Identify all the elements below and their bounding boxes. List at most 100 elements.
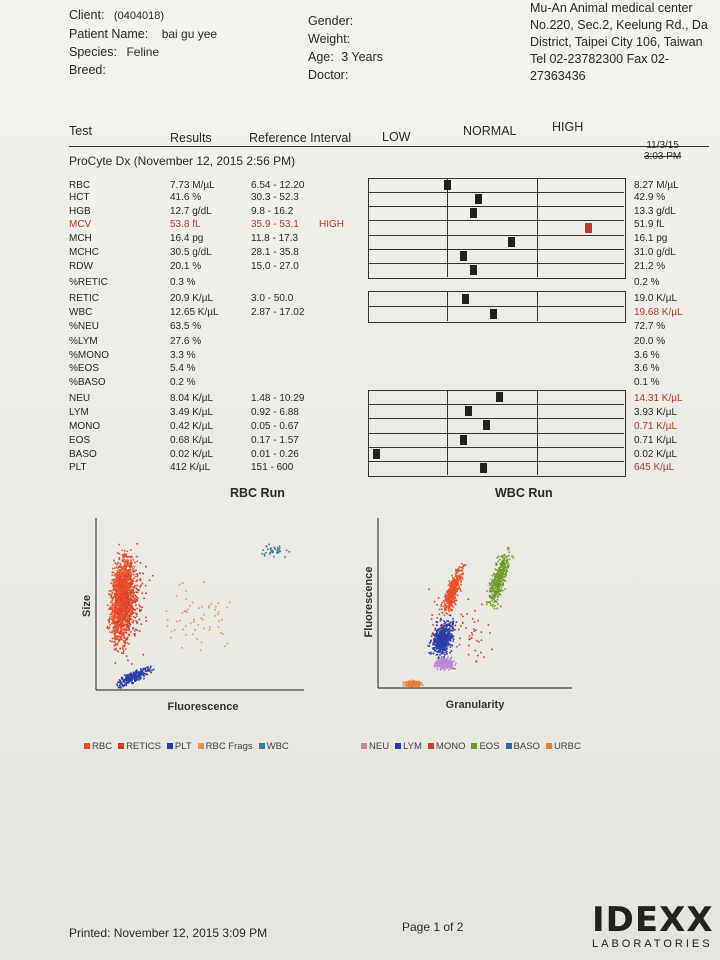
age-field: Age: 3 Years bbox=[308, 50, 383, 64]
result-value: 53.8 fL bbox=[170, 219, 201, 230]
gauge-marker-lym bbox=[464, 406, 472, 417]
legend-swatch bbox=[427, 743, 434, 750]
prior-result: 72.7 % bbox=[634, 321, 666, 332]
result-value: 0.3 % bbox=[170, 277, 196, 288]
test-name: %EOS bbox=[69, 363, 100, 374]
test-name: WBC bbox=[69, 307, 93, 318]
test-name: PLT bbox=[69, 462, 87, 473]
age-label: Age: bbox=[308, 50, 334, 64]
prior-result: 19.0 K/µL bbox=[634, 293, 678, 304]
prior-result: 14.31 K/µL bbox=[634, 393, 683, 404]
table-row: EOS 0.68 K/µL 0.17 - 1.57 0.71 K/µL bbox=[0, 435, 720, 447]
gauge-box-rbc bbox=[368, 178, 626, 279]
gauge-row-line bbox=[368, 192, 624, 194]
clinic-fax: 27363436 bbox=[530, 69, 586, 83]
reference-interval: 30.3 - 52.3 bbox=[251, 192, 299, 203]
prior-result: 51.9 fL bbox=[634, 219, 665, 230]
gauge-marker-rbc bbox=[444, 180, 452, 191]
gender-label: Gender: bbox=[308, 14, 354, 28]
table-row: PLT 412 K/µL 151 - 600 645 K/µL bbox=[0, 462, 720, 474]
prior-result: 0.71 K/µL bbox=[634, 421, 678, 432]
result-value: 27.6 % bbox=[170, 336, 202, 347]
gauge-marker-mcv bbox=[585, 222, 593, 233]
wbc-scatter-plot: Fluorescence Granularity bbox=[363, 518, 572, 711]
patient-name-value: bai gu yee bbox=[161, 27, 218, 41]
urbc-cluster bbox=[402, 679, 424, 688]
table-row: WBC 12.65 K/µL 2.87 - 17.02 19.68 K/µL bbox=[0, 307, 720, 319]
gauge-marker-neu bbox=[495, 392, 503, 403]
clinic-address-line: No.220, Sec.2, Keelung Rd., Da bbox=[530, 18, 708, 32]
test-name: LYM bbox=[69, 407, 89, 418]
result-value: 0.2 % bbox=[170, 377, 196, 388]
client-label: Client: bbox=[69, 8, 105, 22]
client-value: (0404018) bbox=[113, 10, 165, 22]
table-row: NEU 8.04 K/µL 1.48 - 10.29 14.31 K/µL bbox=[0, 393, 720, 405]
rbc-legend: RBC RETICS PLT RBC Frags WBC bbox=[78, 741, 289, 752]
gauge-row-line bbox=[368, 206, 624, 208]
col-test: Test bbox=[69, 124, 92, 138]
reference-interval: 2.87 - 17.02 bbox=[251, 307, 305, 318]
legend-swatch bbox=[361, 743, 367, 750]
col-reference: Reference Interval bbox=[249, 131, 352, 145]
result-value: 12.65 K/µL bbox=[170, 307, 219, 318]
result-value: 63.5 % bbox=[170, 321, 202, 332]
gauge-marker-retic bbox=[462, 293, 470, 304]
wbc-legend: NEU LYM MONO EOS BASO URBC bbox=[355, 741, 581, 752]
legend-label: PLT bbox=[174, 741, 192, 752]
gauge-divider bbox=[536, 178, 538, 277]
species-field: Species: Feline bbox=[69, 45, 159, 59]
reference-interval: 11.8 - 17.3 bbox=[251, 233, 299, 244]
legend-swatch bbox=[166, 743, 173, 750]
col-high: HIGH bbox=[552, 120, 584, 134]
table-row: %RETIC 0.3 % 0.2 % bbox=[0, 277, 720, 289]
legend-swatch bbox=[471, 743, 478, 750]
legend-label: MONO bbox=[435, 741, 466, 752]
result-value: 3.3 % bbox=[170, 350, 196, 361]
reference-interval: 0.92 - 6.88 bbox=[251, 407, 299, 418]
result-value: 20.9 K/µL bbox=[170, 293, 214, 304]
legend-swatch bbox=[545, 743, 552, 750]
gauge-marker-hgb bbox=[469, 208, 477, 219]
gauge-marker-rdw bbox=[469, 264, 477, 275]
table-row: %BASO 0.2 % 0.1 % bbox=[0, 377, 720, 389]
table-row: MCV 53.8 fL 35.9 - 53.1 HIGH 51.9 fL bbox=[0, 219, 720, 231]
result-value: 7.73 M/µL bbox=[170, 180, 215, 191]
gauge-box-wbc bbox=[368, 291, 626, 323]
patient-name-field: Patient Name: bai gu yee bbox=[69, 27, 217, 41]
result-value: 30.5 g/dL bbox=[170, 247, 212, 258]
scatter-noise bbox=[427, 588, 502, 670]
reference-interval: 3.0 - 50.0 bbox=[251, 293, 294, 304]
retics-cluster bbox=[108, 543, 154, 665]
reference-interval: 28.1 - 35.8 bbox=[251, 247, 299, 258]
prior-result: 42.9 % bbox=[634, 192, 666, 203]
prior-result: 0.02 K/µL bbox=[634, 449, 678, 460]
result-value: 12.7 g/dL bbox=[170, 206, 212, 217]
test-name: MCHC bbox=[69, 247, 99, 258]
legend-swatch bbox=[84, 743, 90, 750]
rbc-y-label: Size bbox=[81, 595, 93, 617]
table-row: BASO 0.02 K/µL 0.01 - 0.26 0.02 K/µL bbox=[0, 449, 720, 461]
gauge-marker-plt bbox=[480, 462, 488, 473]
table-row: HGB 12.7 g/dL 9.8 - 16.2 13.3 g/dL bbox=[0, 206, 720, 218]
reference-interval: 0.17 - 1.57 bbox=[251, 435, 299, 446]
printed-timestamp: Printed: November 12, 2015 3:09 PM bbox=[69, 926, 268, 940]
prior-result: 3.6 % bbox=[634, 350, 660, 361]
result-value: 3.49 K/µL bbox=[170, 407, 214, 418]
clinic-phone: Tel 02-23782300 Fax 02- bbox=[530, 52, 669, 66]
wbc-dot-clusters bbox=[402, 546, 515, 688]
legend-swatch bbox=[505, 743, 512, 750]
col-results: Results bbox=[170, 131, 212, 145]
gauge-row-line bbox=[368, 418, 624, 420]
test-name: NEU bbox=[69, 393, 91, 404]
gauge-marker-mchc bbox=[459, 250, 467, 261]
gauge-box-diff bbox=[368, 390, 626, 477]
result-value: 8.04 K/µL bbox=[170, 393, 214, 404]
test-name: %BASO bbox=[69, 377, 106, 388]
prior-time: 3:03 PM bbox=[644, 151, 682, 162]
test-name: EOS bbox=[69, 435, 91, 446]
table-row: MCHC 30.5 g/dL 28.1 - 35.8 31.0 g/dL bbox=[0, 247, 720, 259]
table-row: RETIC 20.9 K/µL 3.0 - 50.0 19.0 K/µL bbox=[0, 293, 720, 305]
weight-label: Weight: bbox=[308, 32, 351, 46]
legend-swatch bbox=[258, 743, 265, 750]
